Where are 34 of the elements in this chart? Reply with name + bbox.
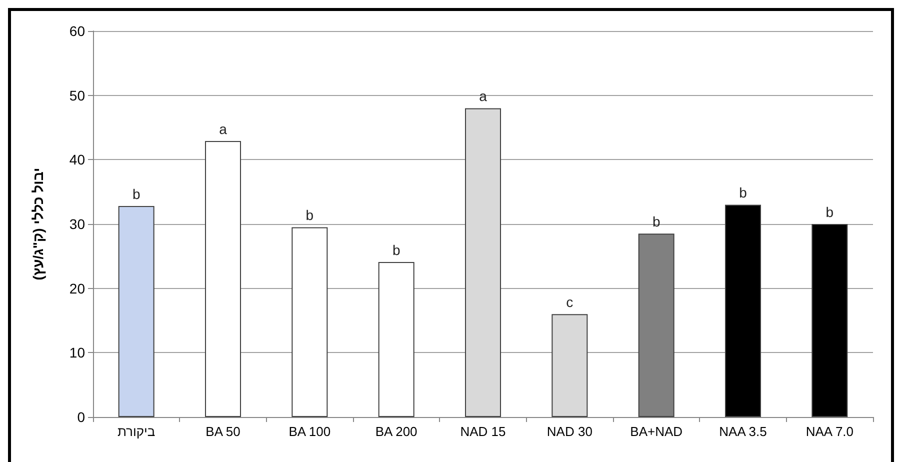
x-tick-label: NAA 3.5 <box>719 424 767 439</box>
bar <box>292 227 328 417</box>
x-tick-label: BA 100 <box>288 424 331 439</box>
data-label: b <box>132 186 140 202</box>
x-tick-label: BA 50 <box>206 424 240 439</box>
x-tick-label: NAD 15 <box>460 424 506 439</box>
y-tick-label: 20 <box>69 280 86 296</box>
y-tick-label: 60 <box>69 23 86 39</box>
data-label: b <box>826 204 834 220</box>
bar <box>552 314 588 417</box>
x-tick-label: ביקורת <box>117 424 156 439</box>
data-label: b <box>652 214 660 230</box>
y-tick-label: 50 <box>69 87 86 104</box>
y-tick-label: 10 <box>69 344 86 361</box>
data-label: c <box>566 294 574 310</box>
bar <box>205 141 241 417</box>
y-tick-label: 0 <box>77 409 86 425</box>
data-label: a <box>219 121 228 138</box>
y-tick-label: 30 <box>69 216 86 232</box>
data-label: a <box>479 88 488 104</box>
data-label: b <box>739 184 748 201</box>
bar <box>465 108 501 417</box>
x-tick-label: BA 200 <box>375 424 418 439</box>
bar <box>378 262 414 417</box>
bar <box>725 204 761 417</box>
x-tick-label: BA+NAD <box>630 424 683 439</box>
bar <box>118 206 154 417</box>
x-tick-label: NAA 7.0 <box>806 424 854 439</box>
y-axis-title: יבול כללי (ק"ג/עץ) <box>30 168 46 280</box>
data-label: b <box>306 207 314 224</box>
bar <box>812 224 848 417</box>
y-tick-label: 40 <box>69 152 86 168</box>
data-label: b <box>392 242 400 258</box>
x-tick-label: NAD 30 <box>546 424 592 439</box>
